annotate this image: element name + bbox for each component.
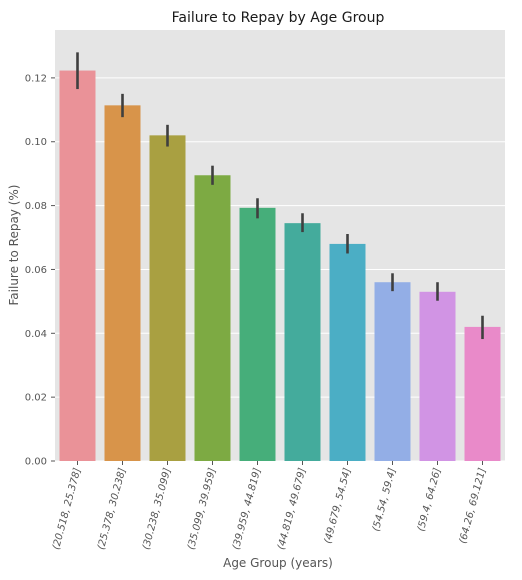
x-axis-ticks: (20.518, 25.378] (25.378, 30.238] (30.238,…: [51, 461, 488, 551]
bar: [329, 243, 366, 461]
y-tick-label: 0.10: [25, 137, 47, 148]
bar: [374, 282, 411, 461]
bar: [59, 70, 96, 461]
bar: [194, 175, 231, 461]
y-tick-label: 0.00: [25, 457, 47, 468]
x-tick-label: (30.238, 35.099]: [141, 467, 173, 551]
y-tick-label: 0.08: [25, 201, 47, 212]
chart-title: Failure to Repay by Age Group: [172, 10, 385, 26]
y-tick-label: 0.06: [25, 265, 47, 276]
x-tick-label: (64.26, 69.121]: [458, 467, 489, 545]
y-tick-label: 0.12: [25, 73, 47, 84]
x-tick-label: (25.378, 30.238]: [96, 467, 128, 551]
bar: [464, 326, 501, 461]
bars: [59, 70, 501, 461]
x-tick-label: (39.959, 44.819]: [231, 467, 263, 551]
x-tick-label: (59.4, 64.26]: [416, 467, 443, 533]
error-bars: [76, 52, 484, 340]
x-tick-label: (35.099, 39.959]: [186, 467, 218, 551]
y-tick-label: 0.02: [25, 393, 47, 404]
x-tick-label: (44.819, 49.679]: [276, 467, 308, 551]
x-axis-label: Age Group (years): [223, 556, 333, 570]
bar: [284, 223, 321, 461]
bar: [419, 291, 456, 461]
bar: [149, 135, 186, 461]
y-tick-label: 0.04: [25, 329, 47, 340]
x-tick-label: (20.518, 25.378]: [51, 467, 83, 551]
x-tick-label: (49.679, 54.54]: [323, 467, 354, 545]
y-axis-label: Failure to Repay (%): [7, 185, 21, 306]
bar: [104, 105, 141, 461]
x-tick-label: (54.54, 59.4]: [371, 467, 398, 533]
y-axis-ticks: 0.00 0.02 0.04 0.06 0.08 0.10 0.12: [25, 73, 55, 468]
bar: [239, 207, 276, 461]
